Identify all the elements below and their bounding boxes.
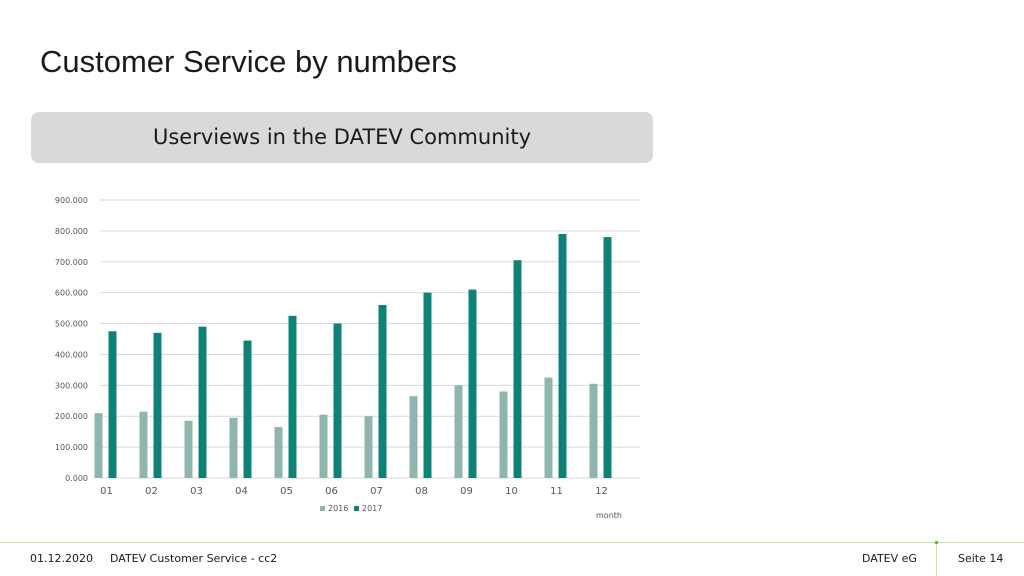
legend-label-2017: 2017 xyxy=(362,504,382,513)
chart-title-banner: Userviews in the DATEV Community xyxy=(31,112,653,163)
x-tick-label: 08 xyxy=(415,486,428,497)
bar-2017-07 xyxy=(378,305,387,478)
bar-2016-04 xyxy=(229,417,238,478)
footer-separator-dot xyxy=(935,541,938,544)
bar-2017-09 xyxy=(468,289,477,478)
x-tick-label: 02 xyxy=(145,486,158,497)
x-tick-label: 03 xyxy=(190,486,203,497)
bar-2016-02 xyxy=(139,411,148,478)
chart-title: Userviews in the DATEV Community xyxy=(152,125,531,149)
y-tick-label: 400.000 xyxy=(55,350,88,359)
y-tick-label: 200.000 xyxy=(55,412,88,421)
x-tick-label: 04 xyxy=(235,486,248,497)
y-tick-label: 600.000 xyxy=(55,289,88,298)
y-tick-label: 800.000 xyxy=(55,227,88,236)
bar-2016-05 xyxy=(274,427,283,478)
footer-separator xyxy=(936,543,937,576)
x-tick-label: 10 xyxy=(505,486,518,497)
bar-2017-10 xyxy=(513,260,522,478)
bar-2016-01 xyxy=(94,413,103,478)
footer-page-number: Seite 14 xyxy=(958,552,1004,565)
x-tick-label: 11 xyxy=(550,486,563,497)
footer-company: DATEV eG xyxy=(862,552,917,565)
y-tick-label: 900.000 xyxy=(55,196,88,205)
footer-divider xyxy=(0,542,1024,543)
legend-swatch-2017 xyxy=(354,506,359,511)
x-tick-label: 05 xyxy=(280,486,293,497)
legend-swatch-2016 xyxy=(320,506,325,511)
bar-2017-05 xyxy=(288,315,297,478)
bar-2017-11 xyxy=(558,233,567,478)
x-tick-label: 01 xyxy=(100,486,113,497)
footer-date: 01.12.2020 xyxy=(30,552,93,565)
legend-label-2016: 2016 xyxy=(328,504,348,513)
bar-2016-06 xyxy=(319,414,328,478)
footer-department: DATEV Customer Service - cc2 xyxy=(110,552,278,565)
bar-2017-03 xyxy=(198,326,207,478)
bar-2016-12 xyxy=(589,383,598,478)
bar-2017-06 xyxy=(333,323,342,478)
y-tick-label: 500.000 xyxy=(55,320,88,329)
x-tick-label: 07 xyxy=(370,486,383,497)
bar-2017-02 xyxy=(153,332,162,478)
bar-2016-09 xyxy=(454,385,463,478)
bar-2016-10 xyxy=(499,391,508,478)
bar-2016-11 xyxy=(544,377,553,478)
slide-title: Customer Service by numbers xyxy=(40,44,457,79)
y-tick-label: 700.000 xyxy=(55,258,88,267)
y-tick-label: 100.000 xyxy=(55,443,88,452)
x-tick-label: 09 xyxy=(460,486,473,497)
bar-2016-03 xyxy=(184,420,193,478)
x-tick-label: 06 xyxy=(325,486,338,497)
x-tick-label: 12 xyxy=(595,486,608,497)
x-axis-label: month xyxy=(596,511,622,520)
bar-2017-01 xyxy=(108,331,117,478)
bar-2016-07 xyxy=(364,416,373,478)
y-tick-label: 300.000 xyxy=(55,381,88,390)
bar-2016-08 xyxy=(409,396,418,478)
bar-2017-04 xyxy=(243,340,252,478)
bar-2017-12 xyxy=(603,237,612,478)
bar-2017-08 xyxy=(423,292,432,478)
y-tick-label: 0.000 xyxy=(65,474,88,483)
